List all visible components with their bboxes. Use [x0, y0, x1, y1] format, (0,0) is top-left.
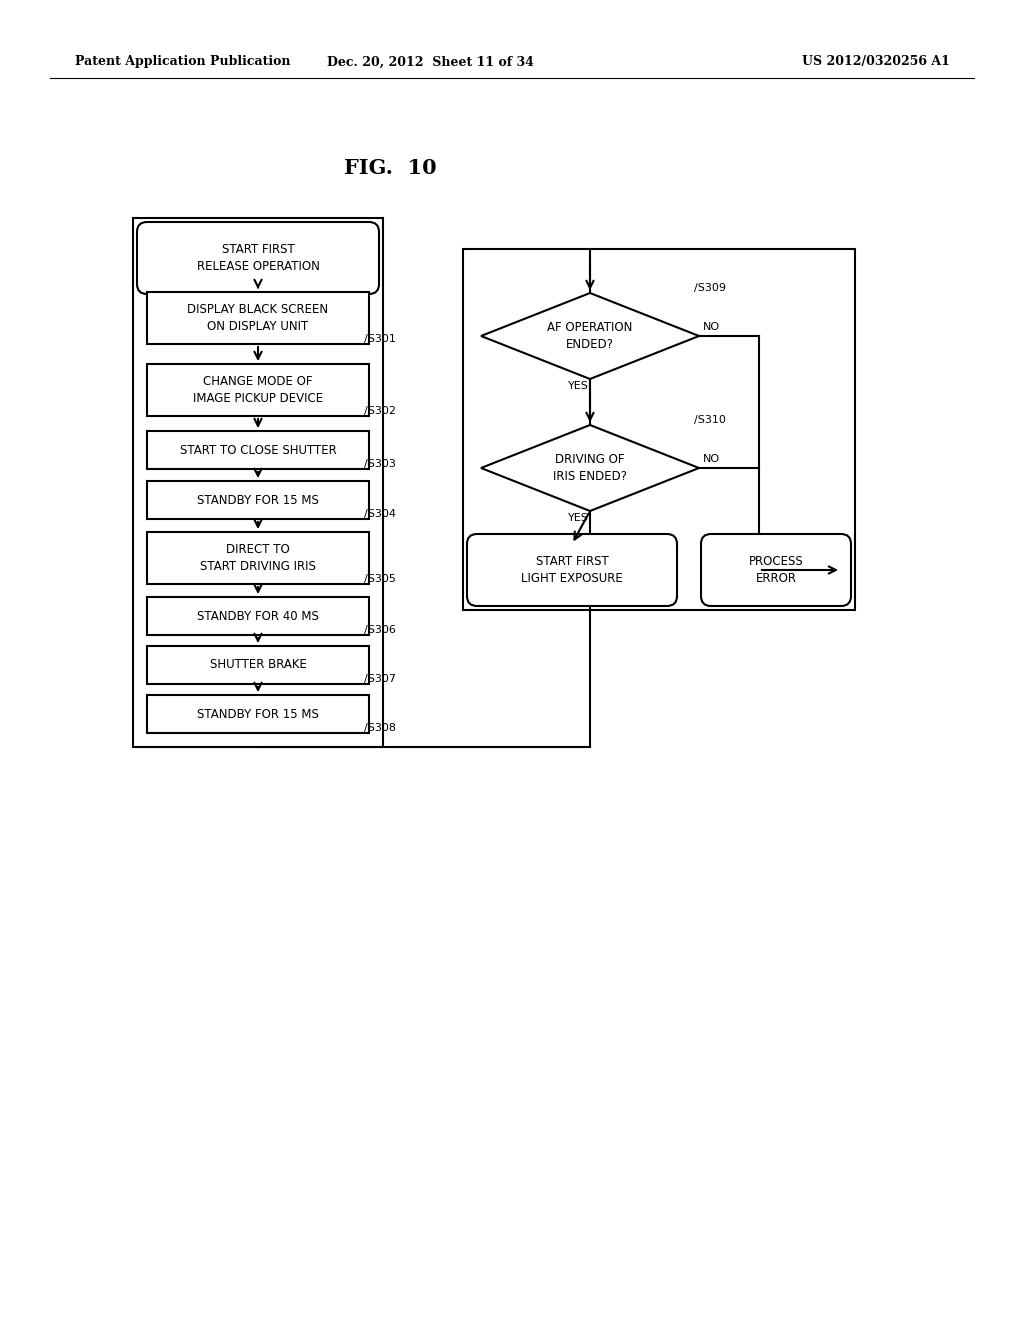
- Text: PROCESS
ERROR: PROCESS ERROR: [749, 556, 804, 585]
- Text: /S302: /S302: [364, 407, 396, 416]
- Text: /S308: /S308: [364, 723, 396, 733]
- Text: YES: YES: [567, 381, 589, 391]
- Polygon shape: [481, 293, 699, 379]
- Bar: [147, 696, 369, 733]
- FancyBboxPatch shape: [701, 535, 851, 606]
- Text: START FIRST
RELEASE OPERATION: START FIRST RELEASE OPERATION: [197, 243, 319, 273]
- Polygon shape: [481, 425, 699, 511]
- Text: /S306: /S306: [364, 624, 396, 635]
- Text: NO: NO: [703, 322, 720, 333]
- Bar: [147, 645, 369, 684]
- Bar: [147, 432, 369, 469]
- Text: CHANGE MODE OF
IMAGE PICKUP DEVICE: CHANGE MODE OF IMAGE PICKUP DEVICE: [193, 375, 323, 405]
- Text: /S310: /S310: [694, 414, 726, 425]
- Bar: [147, 532, 369, 583]
- Text: DRIVING OF
IRIS ENDED?: DRIVING OF IRIS ENDED?: [553, 453, 627, 483]
- Text: START FIRST
LIGHT EXPOSURE: START FIRST LIGHT EXPOSURE: [521, 556, 623, 585]
- Bar: [133, 218, 383, 747]
- Text: /S305: /S305: [364, 574, 396, 583]
- Text: STANDBY FOR 15 MS: STANDBY FOR 15 MS: [197, 494, 318, 507]
- Text: DIRECT TO
START DRIVING IRIS: DIRECT TO START DRIVING IRIS: [200, 544, 316, 573]
- Bar: [147, 364, 369, 416]
- FancyBboxPatch shape: [467, 535, 677, 606]
- Text: STANDBY FOR 40 MS: STANDBY FOR 40 MS: [197, 610, 318, 623]
- Text: /S304: /S304: [364, 510, 396, 519]
- Text: Patent Application Publication: Patent Application Publication: [75, 55, 291, 69]
- FancyBboxPatch shape: [137, 222, 379, 294]
- Bar: [147, 480, 369, 519]
- Text: /S301: /S301: [364, 334, 396, 345]
- Text: Dec. 20, 2012  Sheet 11 of 34: Dec. 20, 2012 Sheet 11 of 34: [327, 55, 534, 69]
- Bar: [147, 292, 369, 345]
- Text: DISPLAY BLACK SCREEN
ON DISPLAY UNIT: DISPLAY BLACK SCREEN ON DISPLAY UNIT: [187, 304, 329, 333]
- Text: NO: NO: [703, 454, 720, 465]
- Text: /S309: /S309: [694, 282, 726, 293]
- Text: START TO CLOSE SHUTTER: START TO CLOSE SHUTTER: [179, 444, 336, 457]
- Text: SHUTTER BRAKE: SHUTTER BRAKE: [210, 659, 306, 672]
- Text: /S307: /S307: [364, 675, 396, 684]
- Bar: [147, 597, 369, 635]
- Text: YES: YES: [567, 513, 589, 523]
- Text: /S303: /S303: [364, 459, 396, 469]
- Text: STANDBY FOR 15 MS: STANDBY FOR 15 MS: [197, 708, 318, 721]
- Text: US 2012/0320256 A1: US 2012/0320256 A1: [802, 55, 950, 69]
- Text: FIG.  10: FIG. 10: [344, 158, 436, 178]
- Bar: [463, 249, 855, 610]
- Text: AF OPERATION
ENDED?: AF OPERATION ENDED?: [547, 321, 633, 351]
